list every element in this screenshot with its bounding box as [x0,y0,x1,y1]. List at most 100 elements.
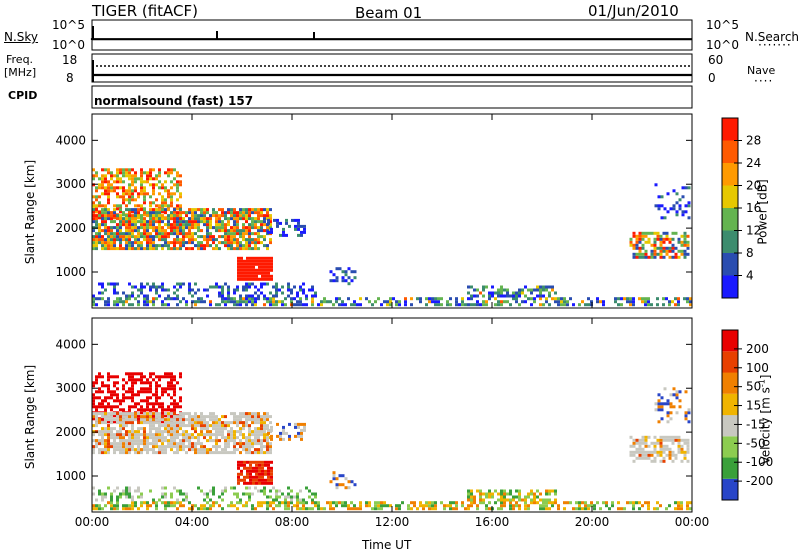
range-gate-cell [173,192,176,196]
range-gate-cell [146,300,149,304]
range-gate-cell [512,495,515,499]
range-gate-cell [261,481,264,485]
range-gate-cell [647,297,650,301]
range-gate-cell [518,303,521,307]
range-gate-cell [212,451,215,455]
range-gate-cell [467,291,470,295]
range-gate-cell [119,235,122,239]
range-gate-cell [263,489,266,493]
range-gate-cell [266,495,269,499]
range-gate-cell [233,220,236,224]
range-gate-cell [155,390,158,394]
range-gate-cell [303,227,306,231]
range-gate-cell [173,418,176,422]
range-gate-cell [221,220,224,224]
range-gate-cell [107,171,110,175]
range-gate-cell [246,481,249,485]
range-gate-cell [149,381,152,385]
range-gate-cell [107,436,110,440]
nsearch-tick-top: 10^5 [706,18,739,32]
range-gate-cell [170,192,173,196]
range-gate-cell [155,208,158,212]
range-gate-cell [407,504,410,508]
nsearch-label: N.Search [745,30,800,44]
range-gate-cell [347,507,350,511]
range-gate-cell [197,433,200,437]
range-gate-cell [107,232,110,236]
range-gate-cell [215,430,218,434]
range-gate-cell [155,393,158,397]
range-gate-cell [125,244,128,248]
range-gate-cell [294,425,297,429]
range-gate-cell [260,291,263,295]
range-gate-cell [170,297,173,301]
range-gate-cell [140,285,143,289]
range-gate-cell [191,223,194,227]
range-gate-cell [98,211,101,215]
range-gate-cell [251,238,254,242]
range-gate-cell [191,433,194,437]
range-gate-cell [113,436,116,440]
range-gate-cell [638,231,642,235]
range-gate-cell [269,300,272,304]
range-gate-cell [683,249,687,253]
range-gate-cell [563,501,566,505]
range-gate-cell [581,507,584,511]
range-gate-cell [335,276,339,280]
range-gate-cell [98,226,101,230]
range-gate-cell [239,412,242,416]
range-gate-cell [668,447,672,451]
range-gate-cell [131,421,134,425]
range-gate-cell [128,445,131,449]
range-gate-cell [684,417,688,421]
range-gate-cell [128,208,131,212]
range-gate-cell [164,288,167,292]
range-gate-cell [653,441,657,445]
range-gate-cell [654,402,658,406]
range-gate-cell [209,430,212,434]
range-gate-cell [276,218,279,222]
range-gate-cell [167,430,170,434]
range-gate-cell [113,220,116,224]
y-tick-label: 4000 [55,133,86,147]
range-gate-cell [275,285,278,289]
range-gate-cell [113,189,116,193]
range-gate-cell [665,249,669,253]
range-gate-cell [209,489,212,493]
range-gate-cell [110,393,113,397]
range-gate-cell [251,220,254,224]
range-gate-cell [224,421,227,425]
range-gate-cell [470,285,473,289]
range-gate-cell [92,415,95,419]
range-gate-cell [425,303,428,307]
range-gate-cell [116,507,119,511]
range-gate-cell [338,297,341,301]
range-gate-cell [143,211,146,215]
range-gate-cell [218,294,221,298]
range-gate-cell [155,402,158,406]
range-gate-cell [218,421,221,425]
range-gate-cell [131,433,134,437]
range-gate-cell [128,507,131,511]
range-gate-cell [221,451,224,455]
range-gate-cell [252,262,255,266]
range-gate-cell [629,453,633,457]
range-gate-cell [125,372,128,376]
range-gate-cell [275,504,278,508]
range-gate-cell [251,415,254,419]
range-gate-cell [257,501,260,505]
range-gate-cell [527,504,530,508]
range-gate-cell [380,303,383,307]
range-gate-cell [488,294,491,298]
range-gate-cell [293,504,296,508]
range-gate-cell [104,241,107,245]
range-gate-cell [300,437,303,441]
range-gate-cell [185,214,188,218]
range-gate-cell [170,201,173,205]
range-gate-cell [371,507,374,511]
range-gate-cell [264,478,267,482]
range-gate-cell [98,241,101,245]
range-gate-cell [173,415,176,419]
range-gate-cell [167,226,170,230]
range-gate-cell [218,220,221,224]
